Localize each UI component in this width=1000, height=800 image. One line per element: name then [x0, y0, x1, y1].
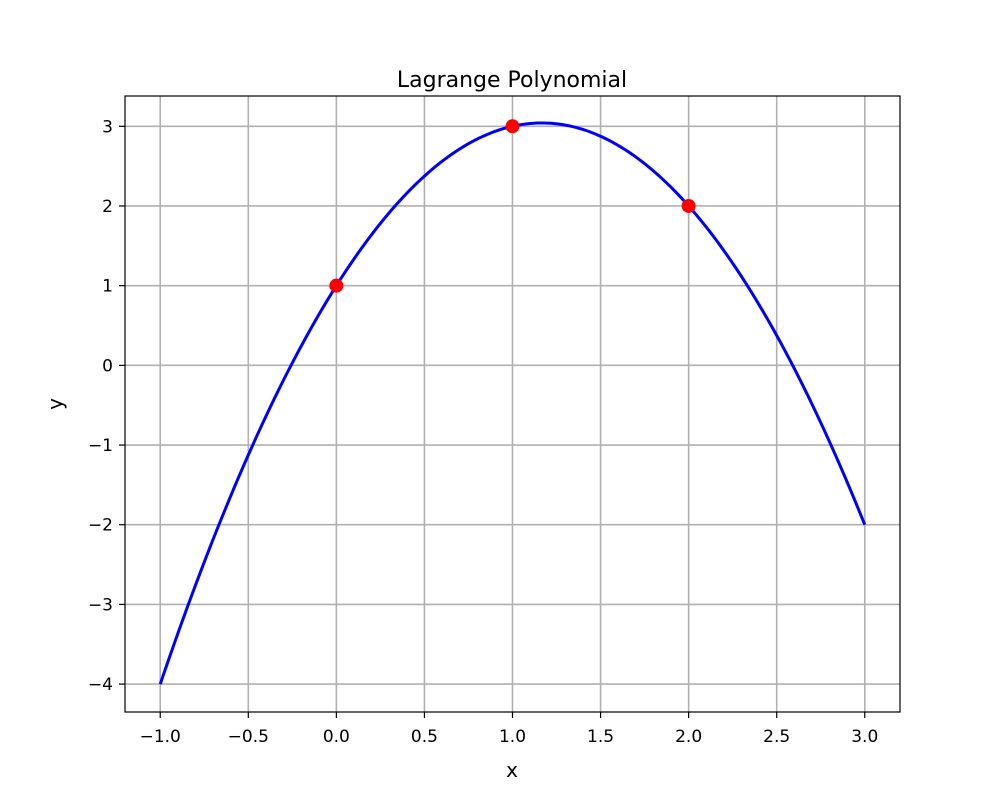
x-tick-label: 1.5: [587, 727, 614, 747]
grid: [125, 96, 900, 712]
x-tick-label: 3.0: [851, 727, 878, 747]
y-axis-label: y: [43, 398, 67, 410]
x-tick-label: 2.5: [763, 727, 790, 747]
x-tick-label: 0.5: [411, 727, 438, 747]
y-tick-label: 0: [102, 356, 113, 376]
data-point: [681, 198, 696, 213]
data-point: [329, 278, 344, 293]
x-tick-label: −0.5: [228, 727, 269, 747]
x-tick-label: 1.0: [499, 727, 526, 747]
chart-title: Lagrange Polynomial: [397, 68, 627, 93]
x-tick-label: 2.0: [675, 727, 702, 747]
y-tick-label: −3: [88, 595, 113, 615]
ticks: −1.0 −0.5 0.0 0.5 1.0 1.5 2.0 2.5 3.0 −4 −3 −2 −1 0 1 2…: [88, 117, 878, 747]
y-tick-label: −2: [88, 516, 113, 536]
y-tick-label: 2: [102, 197, 113, 217]
y-tick-label: −4: [88, 675, 113, 695]
data-point: [505, 119, 520, 134]
x-axis-label: x: [506, 758, 518, 782]
y-tick-label: 3: [102, 117, 113, 137]
series-layer: [158, 119, 867, 685]
x-tick-label: −1.0: [140, 727, 181, 747]
x-tick-label: 0.0: [323, 727, 350, 747]
y-tick-label: −1: [88, 436, 113, 456]
y-tick-label: 1: [102, 277, 113, 297]
